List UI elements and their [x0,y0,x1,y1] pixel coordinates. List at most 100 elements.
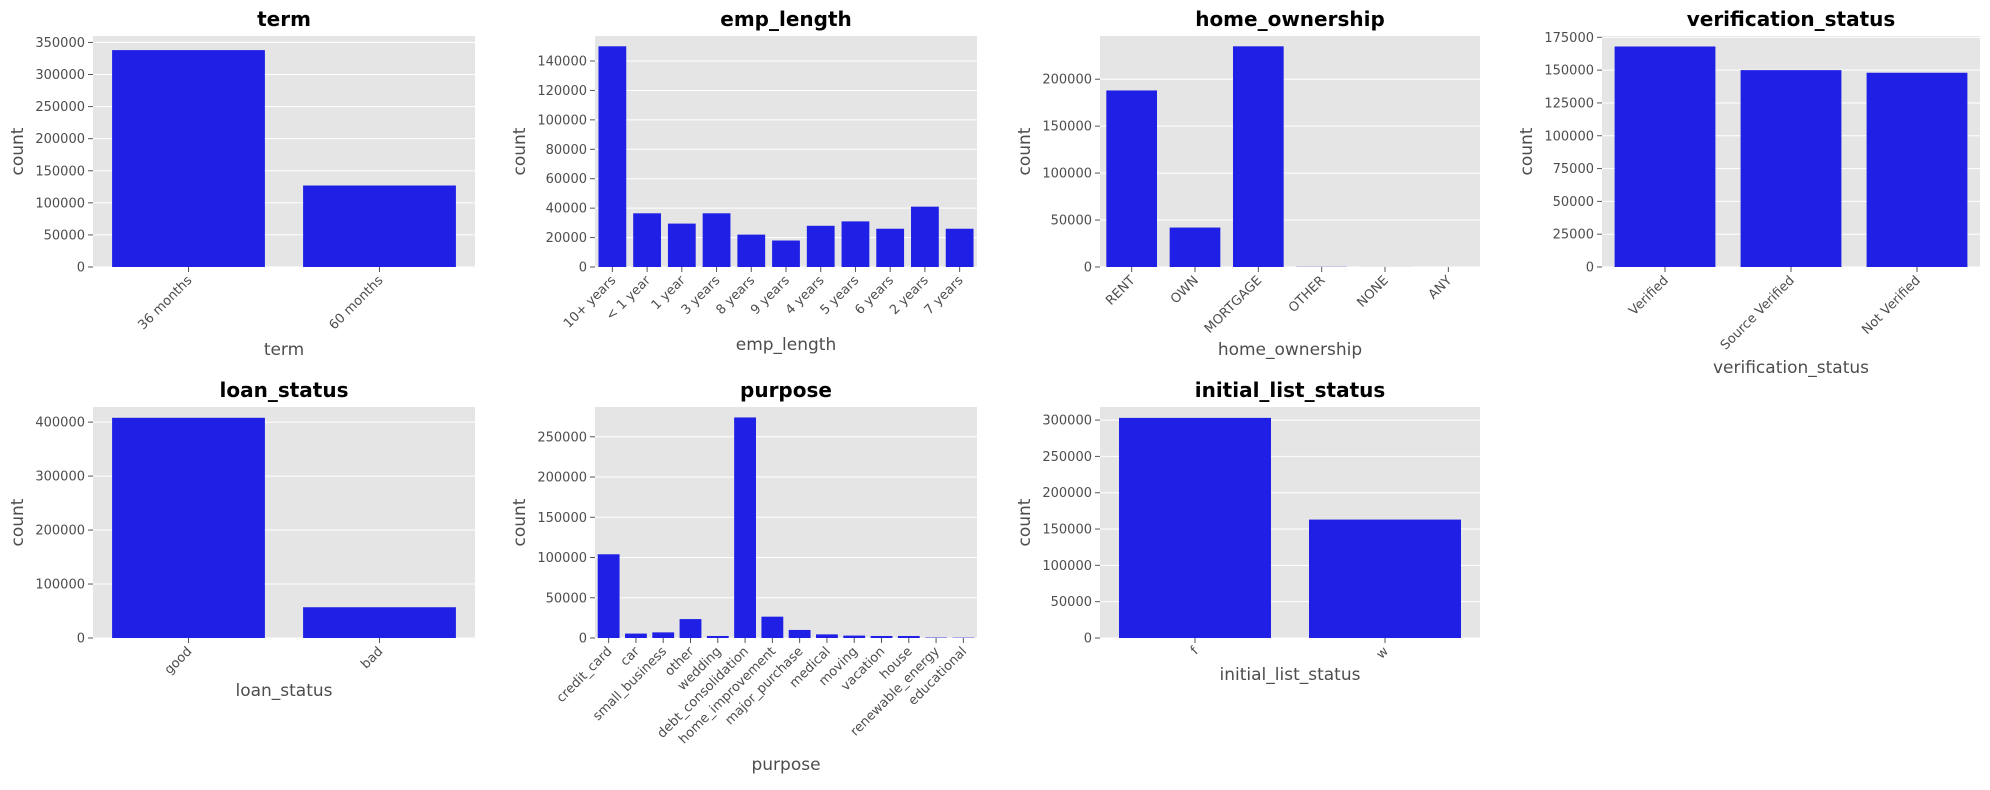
x-tick-label: f [1188,644,1202,658]
bar-rent [1106,90,1157,268]
y-tick-label: 300000 [35,470,85,485]
bar-other [679,619,702,638]
chart-home-ownership: 0 50000 100000 150000 200000 RENT OWN MORTGAGE O… [1015,7,1480,360]
y-tick-label: 200000 [35,132,85,147]
chart-title: term [257,7,311,31]
bar-source-verified [1740,70,1842,267]
y-tick-label: 100000 [1042,167,1092,182]
y-tick-label: 0 [77,261,85,276]
bar-4-years [806,225,835,267]
y-tick-label: 100000 [35,578,85,593]
y-tick-label: 150000 [537,511,587,526]
bar-w [1309,519,1461,638]
y-tick-label: 300000 [35,68,85,83]
bar-credit-card [597,554,620,638]
y-tick-label: 0 [1586,261,1594,276]
y-tick-label: 50000 [1051,214,1092,229]
chart-title: loan_status [220,378,349,402]
y-tick-label: 0 [1084,632,1092,647]
y-tick-label: 100000 [1544,129,1594,144]
y-tick-label: 300000 [1042,414,1092,429]
chart-term: 0 50000 100000 150000 200000 250000 300000 3500… [8,7,475,360]
chart-title: initial_list_status [1195,378,1386,402]
bar-not-verified [1866,72,1968,267]
x-tick-label: good [162,644,196,678]
y-tick-label: 140000 [537,55,587,70]
y-tick-label: 200000 [35,524,85,539]
bar-f [1119,417,1271,638]
y-axis-label: count [1015,127,1035,175]
y-tick-label: 60000 [546,172,587,187]
y-tick-label: 20000 [546,231,587,246]
y-axis-label: count [1015,498,1035,546]
y-tick-label: 200000 [537,471,587,486]
x-axis-label: term [264,340,304,360]
x-tick-label: 7 years [922,273,967,318]
x-tick-label: 60 months [326,273,386,333]
x-axis-label: purpose [751,755,820,775]
bar-9-years [772,240,800,267]
bar-vacation [870,635,893,638]
y-tick-label: 0 [1084,261,1092,276]
bar-wedding [706,635,729,638]
y-tick-label: 400000 [35,416,85,431]
x-tick-label: OTHER [1286,273,1329,316]
bar-bad [303,607,456,638]
bar-1-year [633,213,661,267]
y-tick-label: 75000 [1553,162,1594,177]
x-tick-label: NONE [1354,273,1391,310]
x-tick-label: OWN [1168,273,1202,307]
chart-title: home_ownership [1195,7,1385,31]
chart-emp-length: 0 20000 40000 60000 80000 100000 120000 140000 1… [510,7,977,355]
y-tick-label: 0 [77,632,85,647]
chart-purpose: 050000100000150000200000250000credit_car… [510,378,977,775]
y-tick-label: 80000 [546,143,587,158]
x-tick-label: w [1374,644,1392,662]
x-tick-label: Source Verified [1718,273,1798,353]
y-axis-label: count [8,498,28,546]
plot-area [1100,36,1480,267]
bar-good [112,417,265,638]
y-tick-label: 150000 [1544,64,1594,79]
chart-loan-status: 0 100000 200000 300000 400000 good bad loan_sta… [8,378,475,701]
bar-36-months [112,50,265,267]
y-tick-label: 40000 [546,202,587,217]
x-tick-label: MORTGAGE [1202,273,1265,336]
chart-title: emp_length [720,7,852,31]
y-axis-label: count [510,127,530,175]
x-tick-label: 36 months [135,273,195,333]
x-axis-label: loan_status [235,681,332,701]
y-axis-label: count [510,498,530,546]
bar-house [897,635,920,638]
y-tick-label: 350000 [35,36,85,51]
bar-small-business [652,632,675,638]
y-tick-label: 250000 [1042,450,1092,465]
bar-debt-consolidation [734,417,756,638]
y-tick-label: 50000 [1553,195,1594,210]
bar-own [1169,227,1221,267]
bar-5-years [841,221,870,267]
y-tick-label: 125000 [1544,96,1594,111]
y-axis-label: count [8,127,28,175]
bar-major-purchase [788,629,811,638]
y-tick-label: 150000 [1042,120,1092,135]
y-tick-label: 150000 [1042,523,1092,538]
x-axis-label: emp_length [736,335,837,355]
y-tick-label: 200000 [1042,73,1092,88]
y-tick-label: 100000 [537,551,587,566]
bar-moving [843,635,866,638]
chart-verification-status: 0 25000 50000 75000 100000 125000 150000 175000… [1517,7,1980,378]
y-axis-label: count [1517,127,1537,175]
y-tick-label: 150000 [35,164,85,179]
bar-car [625,633,647,638]
y-tick-label: 200000 [1042,486,1092,501]
bar-8-years [737,234,766,267]
y-tick-label: 0 [579,632,587,647]
plot-area [595,407,977,638]
bar-verified [1614,46,1716,267]
bar-3-years [702,213,731,267]
y-tick-label: 175000 [1544,31,1594,46]
y-tick-label: 100000 [1042,559,1092,574]
